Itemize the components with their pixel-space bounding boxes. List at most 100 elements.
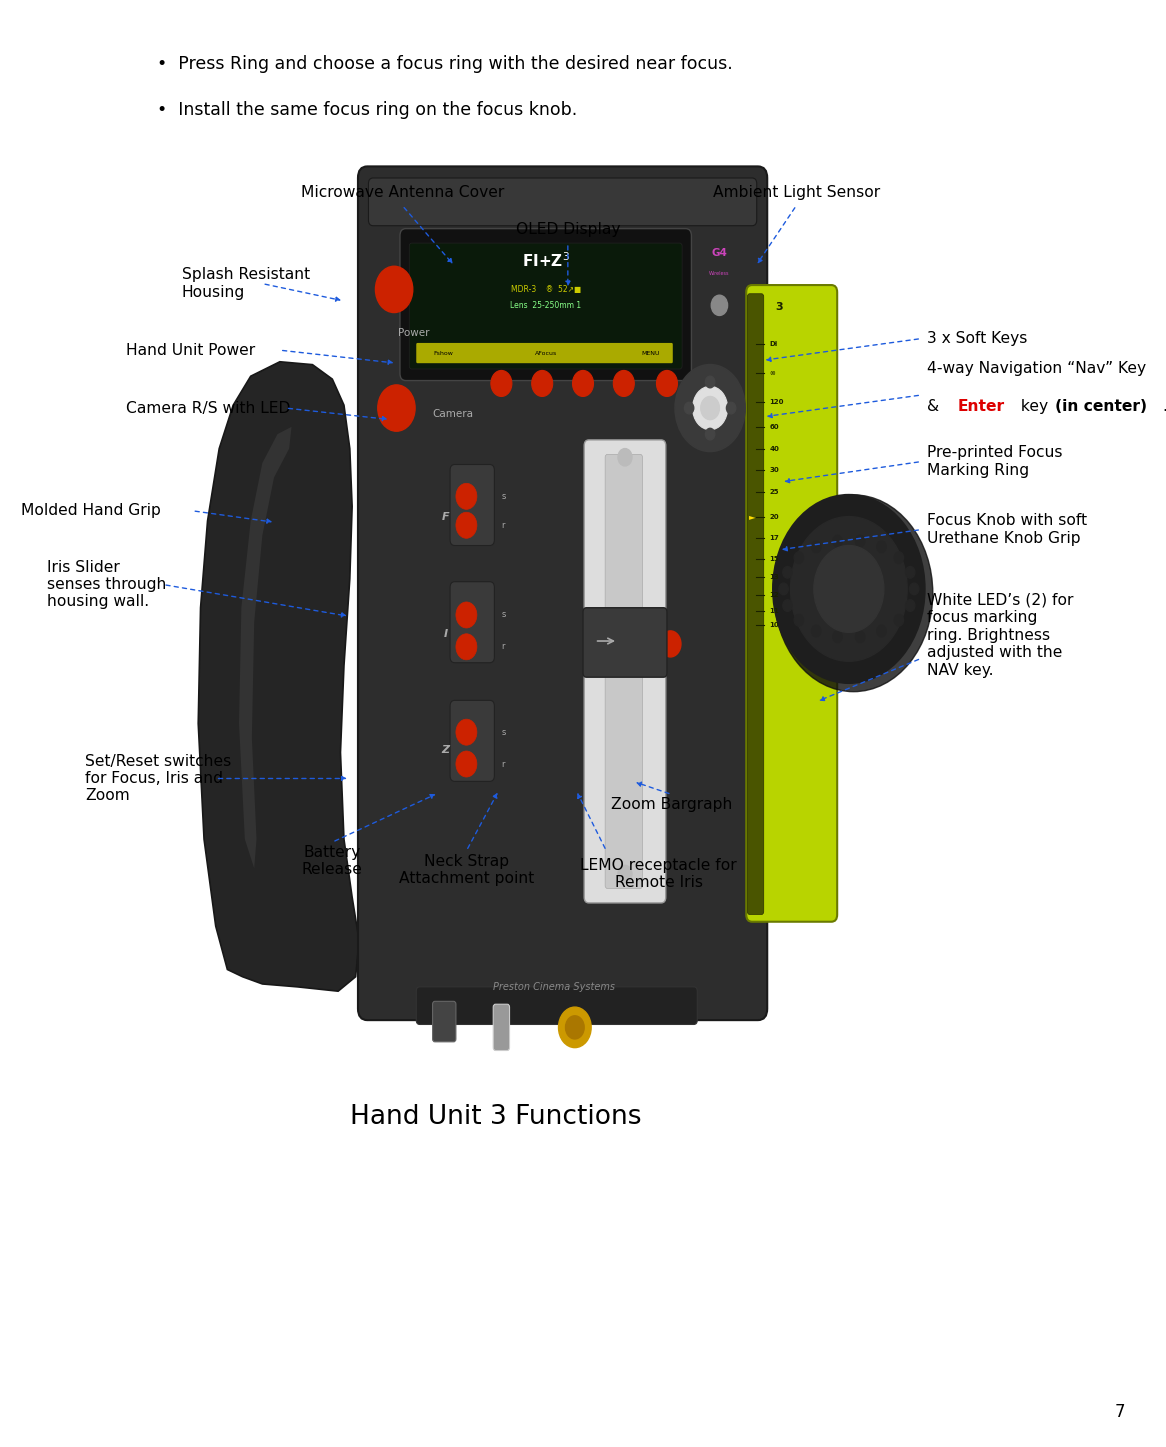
Circle shape	[814, 546, 884, 632]
Text: OLED Display: OLED Display	[515, 223, 620, 237]
Circle shape	[794, 551, 803, 563]
FancyBboxPatch shape	[493, 1004, 510, 1051]
FancyBboxPatch shape	[368, 178, 757, 226]
Circle shape	[812, 625, 821, 637]
Text: 60: 60	[770, 424, 779, 430]
Text: Wireless: Wireless	[709, 271, 730, 276]
Text: (in center): (in center)	[1055, 399, 1147, 414]
Circle shape	[559, 1007, 591, 1048]
Text: 17: 17	[770, 535, 779, 541]
Circle shape	[782, 567, 792, 579]
Text: Di: Di	[770, 341, 778, 347]
Circle shape	[856, 631, 865, 642]
Circle shape	[566, 1016, 584, 1039]
Text: ►: ►	[749, 512, 756, 521]
Circle shape	[833, 535, 842, 547]
Circle shape	[894, 615, 904, 627]
Circle shape	[705, 428, 715, 440]
Circle shape	[791, 517, 907, 661]
Text: 7: 7	[1115, 1404, 1125, 1421]
Text: Pre-printed Focus
Marking Ring: Pre-printed Focus Marking Ring	[927, 446, 1062, 478]
Text: 20: 20	[770, 514, 779, 519]
Circle shape	[456, 483, 477, 509]
Text: Power: Power	[398, 328, 430, 337]
Text: •  Install the same focus ring on the focus knob.: • Install the same focus ring on the foc…	[157, 101, 577, 119]
Circle shape	[877, 625, 886, 637]
Circle shape	[618, 865, 632, 883]
Circle shape	[532, 370, 553, 396]
Polygon shape	[239, 427, 292, 868]
Text: r: r	[501, 760, 505, 768]
Text: Hand Unit Power: Hand Unit Power	[126, 343, 255, 357]
Text: Hand Unit 3 Functions: Hand Unit 3 Functions	[350, 1104, 641, 1130]
Text: 15: 15	[770, 556, 779, 561]
Text: MDR-3    ®  52↗■: MDR-3 ® 52↗■	[511, 285, 581, 294]
Circle shape	[906, 599, 915, 611]
Text: Focus Knob with soft
Urethane Knob Grip: Focus Knob with soft Urethane Knob Grip	[927, 514, 1087, 546]
Circle shape	[711, 295, 728, 315]
Circle shape	[705, 376, 715, 388]
Text: s: s	[501, 728, 506, 737]
Text: r: r	[501, 521, 505, 530]
Text: 120: 120	[770, 399, 784, 405]
Text: Ambient Light Sensor: Ambient Light Sensor	[712, 185, 880, 200]
Text: MENU: MENU	[641, 350, 660, 356]
Circle shape	[375, 266, 413, 313]
Text: 11: 11	[770, 608, 779, 614]
Text: LEMO receptacle for
Remote Iris: LEMO receptacle for Remote Iris	[581, 858, 737, 890]
Text: Zoom Bargraph: Zoom Bargraph	[611, 797, 732, 812]
Text: 25: 25	[770, 489, 779, 495]
Text: Camera: Camera	[431, 410, 473, 418]
Circle shape	[726, 402, 736, 414]
Circle shape	[456, 512, 477, 538]
Circle shape	[573, 370, 593, 396]
Circle shape	[909, 583, 919, 595]
Text: key: key	[1016, 399, 1053, 414]
Text: FI+Z$^3$: FI+Z$^3$	[521, 252, 570, 269]
Text: Microwave Antenna Cover: Microwave Antenna Cover	[301, 185, 504, 200]
FancyBboxPatch shape	[450, 700, 494, 781]
Text: Iris Slider
senses through
housing wall.: Iris Slider senses through housing wall.	[47, 560, 166, 609]
Text: 40: 40	[770, 446, 779, 451]
Circle shape	[779, 583, 788, 595]
FancyBboxPatch shape	[450, 582, 494, 663]
Circle shape	[833, 631, 842, 642]
FancyBboxPatch shape	[583, 608, 667, 677]
Circle shape	[693, 386, 728, 430]
FancyBboxPatch shape	[605, 454, 642, 888]
Text: &: &	[927, 399, 944, 414]
Text: 3 x Soft Keys: 3 x Soft Keys	[927, 331, 1027, 346]
Text: I: I	[443, 629, 448, 638]
Circle shape	[906, 567, 915, 579]
Text: .: .	[1163, 399, 1166, 414]
Text: Lens  25-250mm 1: Lens 25-250mm 1	[511, 301, 581, 310]
FancyBboxPatch shape	[584, 440, 666, 903]
FancyBboxPatch shape	[450, 464, 494, 546]
Text: Molded Hand Grip: Molded Hand Grip	[21, 504, 161, 518]
FancyBboxPatch shape	[416, 343, 673, 363]
Circle shape	[774, 495, 933, 692]
Circle shape	[660, 631, 681, 657]
Circle shape	[856, 535, 865, 547]
Circle shape	[701, 396, 719, 420]
Text: ∞: ∞	[770, 370, 775, 376]
Circle shape	[456, 602, 477, 628]
FancyBboxPatch shape	[358, 166, 767, 1020]
Text: •  Press Ring and choose a focus ring with the desired near focus.: • Press Ring and choose a focus ring wit…	[157, 55, 733, 72]
Circle shape	[456, 719, 477, 745]
Text: s: s	[501, 611, 506, 619]
Text: 30: 30	[770, 467, 779, 473]
Text: Preston Cinema Systems: Preston Cinema Systems	[493, 983, 614, 991]
Circle shape	[456, 751, 477, 777]
Text: 10: 10	[770, 622, 779, 628]
FancyBboxPatch shape	[433, 1001, 456, 1042]
Text: G4: G4	[711, 249, 728, 258]
FancyBboxPatch shape	[746, 285, 837, 922]
Circle shape	[613, 370, 634, 396]
Circle shape	[773, 495, 925, 683]
Text: Splash Resistant
Housing: Splash Resistant Housing	[182, 268, 310, 300]
FancyBboxPatch shape	[409, 243, 682, 369]
Circle shape	[794, 615, 803, 627]
Circle shape	[456, 634, 477, 660]
Text: 3: 3	[775, 302, 782, 311]
